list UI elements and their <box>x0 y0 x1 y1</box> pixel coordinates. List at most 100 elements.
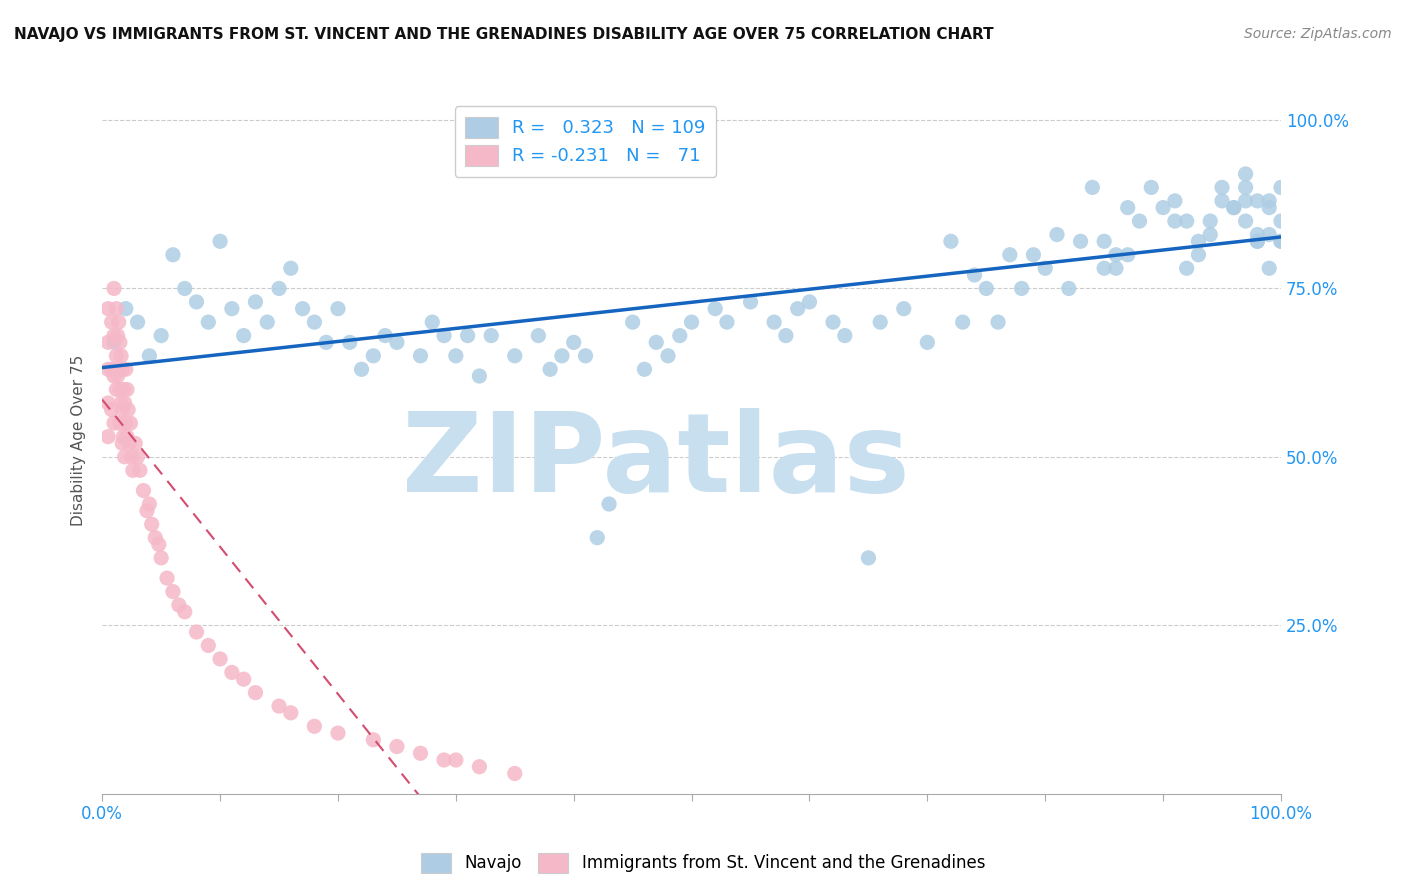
Point <box>186 294 208 309</box>
Point <box>245 294 267 309</box>
Point <box>114 362 136 376</box>
Point <box>538 362 561 376</box>
Point <box>893 301 915 316</box>
Point <box>108 416 131 430</box>
Point <box>598 497 620 511</box>
Point <box>503 766 526 780</box>
Point <box>108 383 131 397</box>
Point <box>339 335 361 350</box>
Point <box>834 328 856 343</box>
Point <box>103 369 125 384</box>
Point <box>97 301 120 316</box>
Point <box>1270 235 1292 249</box>
Text: ZIPatlas: ZIPatlas <box>402 408 910 515</box>
Point <box>1092 261 1115 276</box>
Point <box>291 301 314 316</box>
Point <box>136 504 159 518</box>
Point <box>763 315 786 329</box>
Point <box>363 732 385 747</box>
Point <box>245 685 267 699</box>
Text: Source: ZipAtlas.com: Source: ZipAtlas.com <box>1244 27 1392 41</box>
Point <box>917 335 939 350</box>
Point <box>97 362 120 376</box>
Point <box>209 652 232 666</box>
Text: NAVAJO VS IMMIGRANTS FROM ST. VINCENT AND THE GRENADINES DISABILITY AGE OVER 75 : NAVAJO VS IMMIGRANTS FROM ST. VINCENT AN… <box>14 27 994 42</box>
Point <box>1199 214 1222 228</box>
Point <box>1246 227 1268 242</box>
Point <box>740 294 762 309</box>
Point <box>869 315 891 329</box>
Point <box>280 706 302 720</box>
Point <box>103 281 125 295</box>
Point <box>1081 180 1104 194</box>
Point <box>117 402 139 417</box>
Point <box>457 328 479 343</box>
Point <box>167 598 190 612</box>
Point <box>1234 167 1257 181</box>
Point <box>858 550 880 565</box>
Point <box>786 301 808 316</box>
Point <box>621 315 644 329</box>
Point <box>1092 235 1115 249</box>
Point <box>444 753 467 767</box>
Point <box>105 301 128 316</box>
Y-axis label: Disability Age Over 75: Disability Age Over 75 <box>72 354 86 525</box>
Point <box>1270 180 1292 194</box>
Point <box>1234 214 1257 228</box>
Point <box>1033 261 1056 276</box>
Point <box>1270 235 1292 249</box>
Point <box>444 349 467 363</box>
Point <box>127 450 149 464</box>
Point <box>141 517 163 532</box>
Point <box>107 362 129 376</box>
Point <box>156 571 179 585</box>
Point <box>100 402 122 417</box>
Point <box>821 315 844 329</box>
Point <box>1022 248 1045 262</box>
Point <box>1057 281 1080 295</box>
Point <box>112 383 135 397</box>
Point <box>1246 194 1268 208</box>
Point <box>315 335 337 350</box>
Point <box>256 315 278 329</box>
Point <box>150 550 173 565</box>
Point <box>503 349 526 363</box>
Point <box>232 672 254 686</box>
Point <box>114 396 136 410</box>
Legend: R =   0.323   N = 109, R = -0.231   N =   71: R = 0.323 N = 109, R = -0.231 N = 71 <box>454 106 717 177</box>
Point <box>1211 180 1233 194</box>
Point <box>121 463 143 477</box>
Point <box>221 665 243 680</box>
Point <box>162 248 184 262</box>
Point <box>1211 194 1233 208</box>
Point <box>681 315 703 329</box>
Point <box>304 719 326 733</box>
Point <box>132 483 155 498</box>
Point <box>385 739 408 754</box>
Point <box>1223 201 1246 215</box>
Point <box>363 349 385 363</box>
Point <box>115 383 138 397</box>
Point <box>114 416 136 430</box>
Point <box>527 328 550 343</box>
Point <box>107 315 129 329</box>
Point <box>103 416 125 430</box>
Point <box>1187 248 1209 262</box>
Point <box>409 349 432 363</box>
Point <box>998 248 1021 262</box>
Point <box>112 430 135 444</box>
Point <box>148 537 170 551</box>
Point <box>409 746 432 760</box>
Point <box>468 369 491 384</box>
Point <box>97 396 120 410</box>
Point <box>1164 214 1187 228</box>
Point <box>162 584 184 599</box>
Point <box>111 436 134 450</box>
Point <box>1258 201 1281 215</box>
Point <box>1199 227 1222 242</box>
Point <box>120 416 142 430</box>
Point <box>1105 248 1128 262</box>
Point <box>1187 235 1209 249</box>
Point <box>110 349 132 363</box>
Point <box>111 362 134 376</box>
